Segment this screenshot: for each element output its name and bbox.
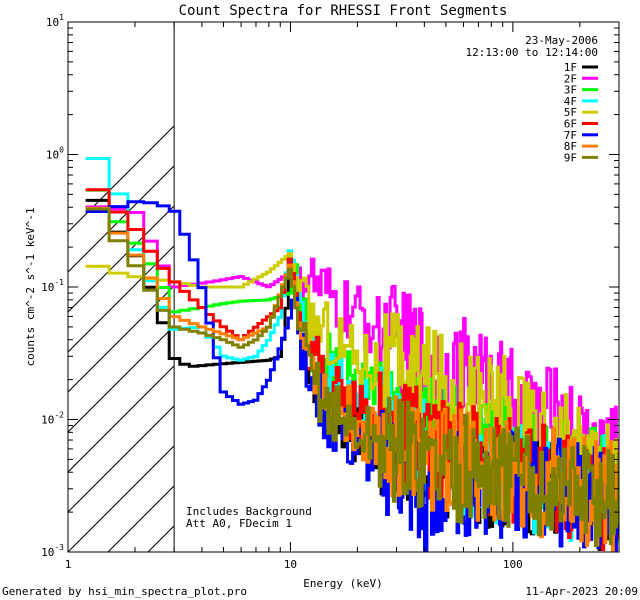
y-tick-label: 10-3 — [41, 543, 64, 559]
legend-label-7F: 7F — [564, 129, 577, 142]
legend-label-4F: 4F — [564, 95, 577, 108]
legend-label-6F: 6F — [564, 118, 577, 131]
y-tick-label: 10-2 — [41, 411, 64, 427]
y-tick-label: 101 — [46, 13, 64, 29]
series-lines — [85, 157, 619, 552]
hatch-line — [68, 405, 175, 513]
hatch-line — [68, 205, 175, 313]
hatch-line — [68, 445, 175, 552]
footer-timestamp: 11-Apr-2023 20:09 — [525, 585, 638, 598]
y-tick-label: 100 — [46, 146, 64, 162]
legend-label-1F: 1F — [564, 61, 577, 74]
x-axis-label: Energy (keV) — [303, 577, 382, 590]
series-line-9F — [85, 207, 619, 547]
y-tick-label: 10-1 — [41, 278, 64, 294]
x-tick-label: 10 — [284, 558, 297, 571]
legend-label-8F: 8F — [564, 140, 577, 153]
time-range-label: 12:13:00 to 12:14:00 — [466, 46, 598, 59]
annotation-background: Includes Background — [186, 505, 312, 518]
y-axis-label: counts cm^-2 s^-1 keV^-1 — [24, 208, 37, 367]
legend-label-3F: 3F — [564, 84, 577, 97]
legend-label-2F: 2F — [564, 72, 577, 85]
hatch-line — [628, 0, 640, 552]
legend-label-9F: 9F — [564, 151, 577, 164]
hatch-line — [68, 365, 175, 473]
chart-title: Count Spectra for RHESSI Front Segments — [179, 3, 508, 19]
footer-generated-by: Generated by hsi_min_spectra_plot.pro — [2, 585, 247, 598]
hatch-line — [68, 165, 175, 273]
x-tick-label: 1 — [65, 558, 72, 571]
x-tick-label: 100 — [503, 558, 523, 571]
date-label: 23-May-2006 — [525, 34, 598, 47]
hatch-line — [68, 245, 175, 353]
legend-label-5F: 5F — [564, 106, 577, 119]
annotation-attenuator: Att A0, FDecim 1 — [186, 517, 292, 530]
